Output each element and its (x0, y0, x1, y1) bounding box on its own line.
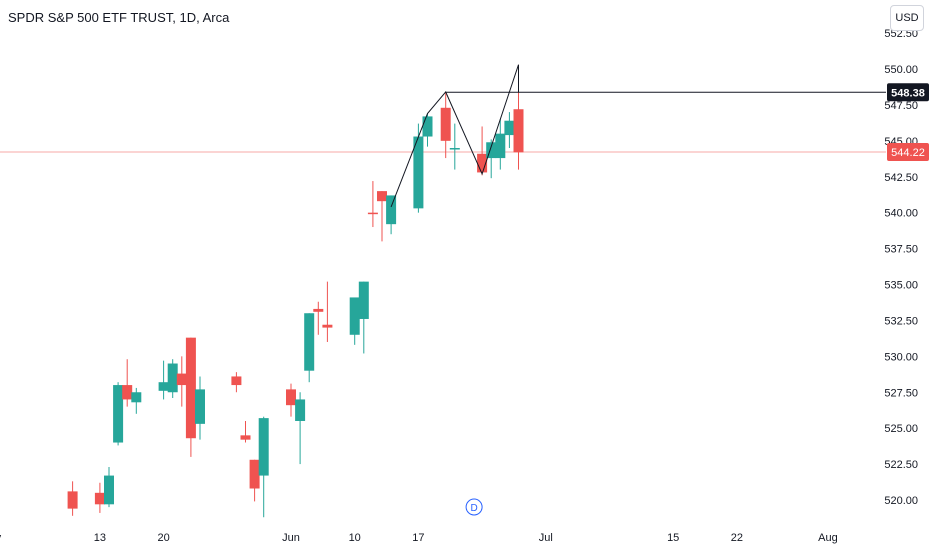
candle-body[interactable] (195, 389, 205, 424)
candle-body[interactable] (122, 385, 133, 400)
candle-body[interactable] (258, 418, 269, 476)
dividend-marker-label: D (470, 503, 477, 514)
candle-body[interactable] (358, 281, 369, 319)
candle-body[interactable] (185, 337, 196, 439)
y-tick-label: 530.00 (884, 351, 918, 363)
candle-body[interactable] (295, 399, 306, 421)
candle-body[interactable] (377, 191, 387, 202)
candle-body[interactable] (513, 109, 524, 153)
candle-body[interactable] (304, 313, 315, 371)
y-tick-label: 527.50 (884, 387, 918, 399)
candle-body[interactable] (386, 195, 397, 225)
candle-body[interactable] (167, 363, 178, 393)
x-tick-label: 22 (731, 532, 743, 544)
candle-body[interactable] (104, 475, 114, 505)
candle-body[interactable] (486, 142, 497, 159)
x-tick-label: 17 (412, 532, 424, 544)
candle-body[interactable] (286, 389, 296, 406)
y-tick-label: 542.50 (884, 172, 918, 184)
x-tick-label: 15 (667, 532, 679, 544)
y-tick-label: 532.50 (884, 315, 918, 327)
x-tick-label: 10 (349, 532, 361, 544)
candle-body[interactable] (240, 435, 251, 440)
y-tick-label: 520.00 (884, 495, 918, 507)
y-tick-label: 522.50 (884, 459, 918, 471)
candle-body[interactable] (422, 116, 433, 137)
y-tick-label: 552.50 (884, 28, 918, 40)
y-tick-label: 535.00 (884, 280, 918, 292)
x-tick-label: May (0, 532, 2, 544)
y-tick-label: 547.50 (884, 100, 918, 112)
candle-body[interactable] (67, 491, 78, 509)
candle-body[interactable] (504, 120, 515, 136)
x-tick-label: Jun (282, 532, 300, 544)
candle-body[interactable] (413, 136, 424, 209)
level-price-label: 548.38 (891, 87, 925, 99)
candle-body[interactable] (440, 107, 451, 141)
candle-body[interactable] (495, 133, 506, 159)
level-price-label-box (887, 83, 929, 102)
x-tick-label: 20 (157, 532, 169, 544)
x-tick-label: Aug (818, 532, 838, 544)
candle-body[interactable] (477, 153, 488, 173)
candle-body[interactable] (131, 392, 142, 403)
candle-body[interactable] (367, 212, 378, 215)
y-tick-label: 550.00 (884, 64, 918, 76)
chart-title: SPDR S&P 500 ETF TRUST, 1D, Arca (8, 10, 230, 25)
candle-body[interactable] (113, 385, 124, 443)
candle-body[interactable] (249, 459, 260, 489)
candle-body[interactable] (176, 373, 187, 386)
y-tick-label: 525.00 (884, 423, 918, 435)
trend-drawing[interactable] (390, 64, 519, 208)
currency-button[interactable]: USD (890, 5, 924, 31)
last-price-label: 544.22 (891, 147, 925, 159)
x-tick-label: Jul (539, 532, 553, 544)
y-tick-label: 540.00 (884, 208, 918, 220)
candle-body[interactable] (313, 308, 324, 312)
y-tick-label: 537.50 (884, 244, 918, 256)
candle-body[interactable] (231, 376, 242, 386)
last-price-label-box (887, 143, 929, 162)
candle-body[interactable] (349, 297, 360, 335)
x-tick-label: 13 (94, 532, 106, 544)
dividend-marker-icon[interactable] (465, 498, 483, 516)
candle-body[interactable] (449, 148, 460, 150)
candle-body[interactable] (322, 324, 333, 328)
candle-body[interactable] (94, 492, 105, 505)
candle-body[interactable] (158, 382, 169, 391)
